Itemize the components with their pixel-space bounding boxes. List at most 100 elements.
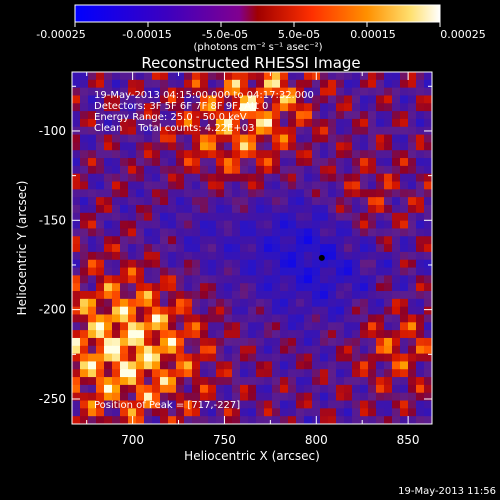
heatmap-cell	[312, 150, 321, 159]
heatmap-cell	[272, 259, 281, 269]
heatmap-cell	[424, 197, 432, 206]
heatmap-cell	[216, 361, 225, 370]
heatmap-cell	[144, 220, 153, 230]
heatmap-cell	[96, 283, 105, 292]
heatmap-cell	[272, 142, 281, 151]
heatmap-cell	[120, 283, 129, 292]
heatmap-cell	[320, 228, 329, 237]
heatmap-cell	[192, 369, 201, 378]
heatmap-cell	[336, 392, 345, 402]
heatmap-cell	[224, 291, 233, 300]
heatmap-cell	[296, 283, 305, 292]
heatmap-cell	[160, 416, 169, 424]
heatmap-cell	[256, 134, 265, 143]
heatmap-cell	[384, 79, 393, 89]
heatmap-cell	[288, 314, 297, 323]
heatmap-cell	[128, 150, 137, 159]
heatmap-cell	[104, 173, 113, 183]
heatmap-cell	[288, 275, 297, 284]
heatmap-cell	[104, 322, 113, 331]
heatmap-cell	[312, 291, 321, 300]
heatmap-cell	[384, 306, 393, 316]
heatmap-cell	[88, 181, 97, 190]
heatmap-cell	[304, 181, 313, 190]
heatmap-cell	[112, 134, 121, 143]
heatmap-cell	[384, 275, 393, 284]
heatmap-cell	[320, 220, 329, 230]
heatmap-cell	[352, 181, 361, 190]
heatmap-cell	[376, 267, 385, 276]
heatmap-cell	[232, 298, 241, 308]
heatmap-cell	[368, 275, 377, 284]
heatmap-cell	[168, 165, 177, 175]
heatmap-cell	[240, 111, 249, 120]
heatmap-cell	[416, 142, 425, 151]
heatmap-cell	[72, 416, 81, 424]
heatmap-cell	[272, 361, 281, 370]
heatmap-cell	[208, 377, 217, 386]
heatmap-cell	[320, 283, 329, 292]
heatmap-cell	[344, 330, 353, 339]
x-axis-label: Heliocentric X (arcsec)	[184, 449, 320, 463]
heatmap-cell	[128, 220, 137, 230]
heatmap-cell	[416, 267, 425, 276]
heatmap-cell	[424, 103, 432, 112]
heatmap-cell	[184, 283, 193, 292]
heatmap-cell	[256, 369, 265, 378]
heatmap-cell	[176, 361, 185, 370]
heatmap-cell	[360, 134, 369, 143]
heatmap-cell	[256, 283, 265, 292]
heatmap-cell	[256, 173, 265, 183]
heatmap-cell	[304, 134, 313, 143]
heatmap-cell	[304, 197, 313, 206]
heatmap-cell	[320, 251, 329, 261]
heatmap-cell	[336, 291, 345, 300]
heatmap-cell	[96, 126, 105, 136]
heatmap-cell	[352, 95, 361, 104]
heatmap-cell	[328, 392, 337, 402]
heatmap-cell	[136, 283, 145, 292]
heatmap-cell	[240, 204, 249, 214]
heatmap-cell	[216, 330, 225, 339]
heatmap-cell	[152, 251, 161, 261]
heatmap-cell	[128, 314, 137, 323]
heatmap-cell	[272, 197, 281, 206]
heatmap-cell	[152, 353, 161, 363]
heatmap-cell	[376, 189, 385, 198]
heatmap-cell	[104, 134, 113, 143]
heatmap-cell	[288, 220, 297, 230]
heatmap-cell	[304, 72, 313, 81]
heatmap-cell	[72, 212, 81, 222]
heatmap-cell	[192, 95, 201, 104]
heatmap-cell	[184, 87, 193, 97]
heatmap-cell	[96, 298, 105, 308]
annotation-time-range: 19-May-2013 04:15:00.000 to 04:17:32.000	[94, 90, 314, 101]
heatmap-cell	[392, 79, 401, 89]
heatmap-cell	[232, 353, 241, 363]
heatmap-cell	[368, 314, 377, 323]
heatmap-cell	[360, 244, 369, 253]
heatmap-cell	[424, 244, 432, 253]
heatmap-cell	[416, 204, 425, 214]
heatmap-cell	[344, 95, 353, 104]
heatmap-cell	[320, 134, 329, 143]
heatmap-cell	[360, 251, 369, 261]
heatmap-cell	[216, 377, 225, 386]
heatmap-cell	[144, 298, 153, 308]
heatmap-cell	[176, 322, 185, 331]
heatmap-cell	[360, 204, 369, 214]
heatmap-cell	[384, 251, 393, 261]
heatmap-cell	[72, 79, 81, 89]
heatmap-cell	[344, 111, 353, 120]
heatmap-cell	[184, 330, 193, 339]
heatmap-cell	[104, 251, 113, 261]
heatmap-cell	[152, 204, 161, 214]
heatmap-cell	[296, 150, 305, 159]
heatmap-cell	[416, 369, 425, 378]
heatmap-cell	[368, 173, 377, 183]
heatmap-cell	[192, 142, 201, 151]
heatmap-cell	[144, 197, 153, 206]
heatmap-cell	[232, 322, 241, 331]
heatmap-cell	[384, 400, 393, 409]
heatmap-cell	[392, 95, 401, 104]
